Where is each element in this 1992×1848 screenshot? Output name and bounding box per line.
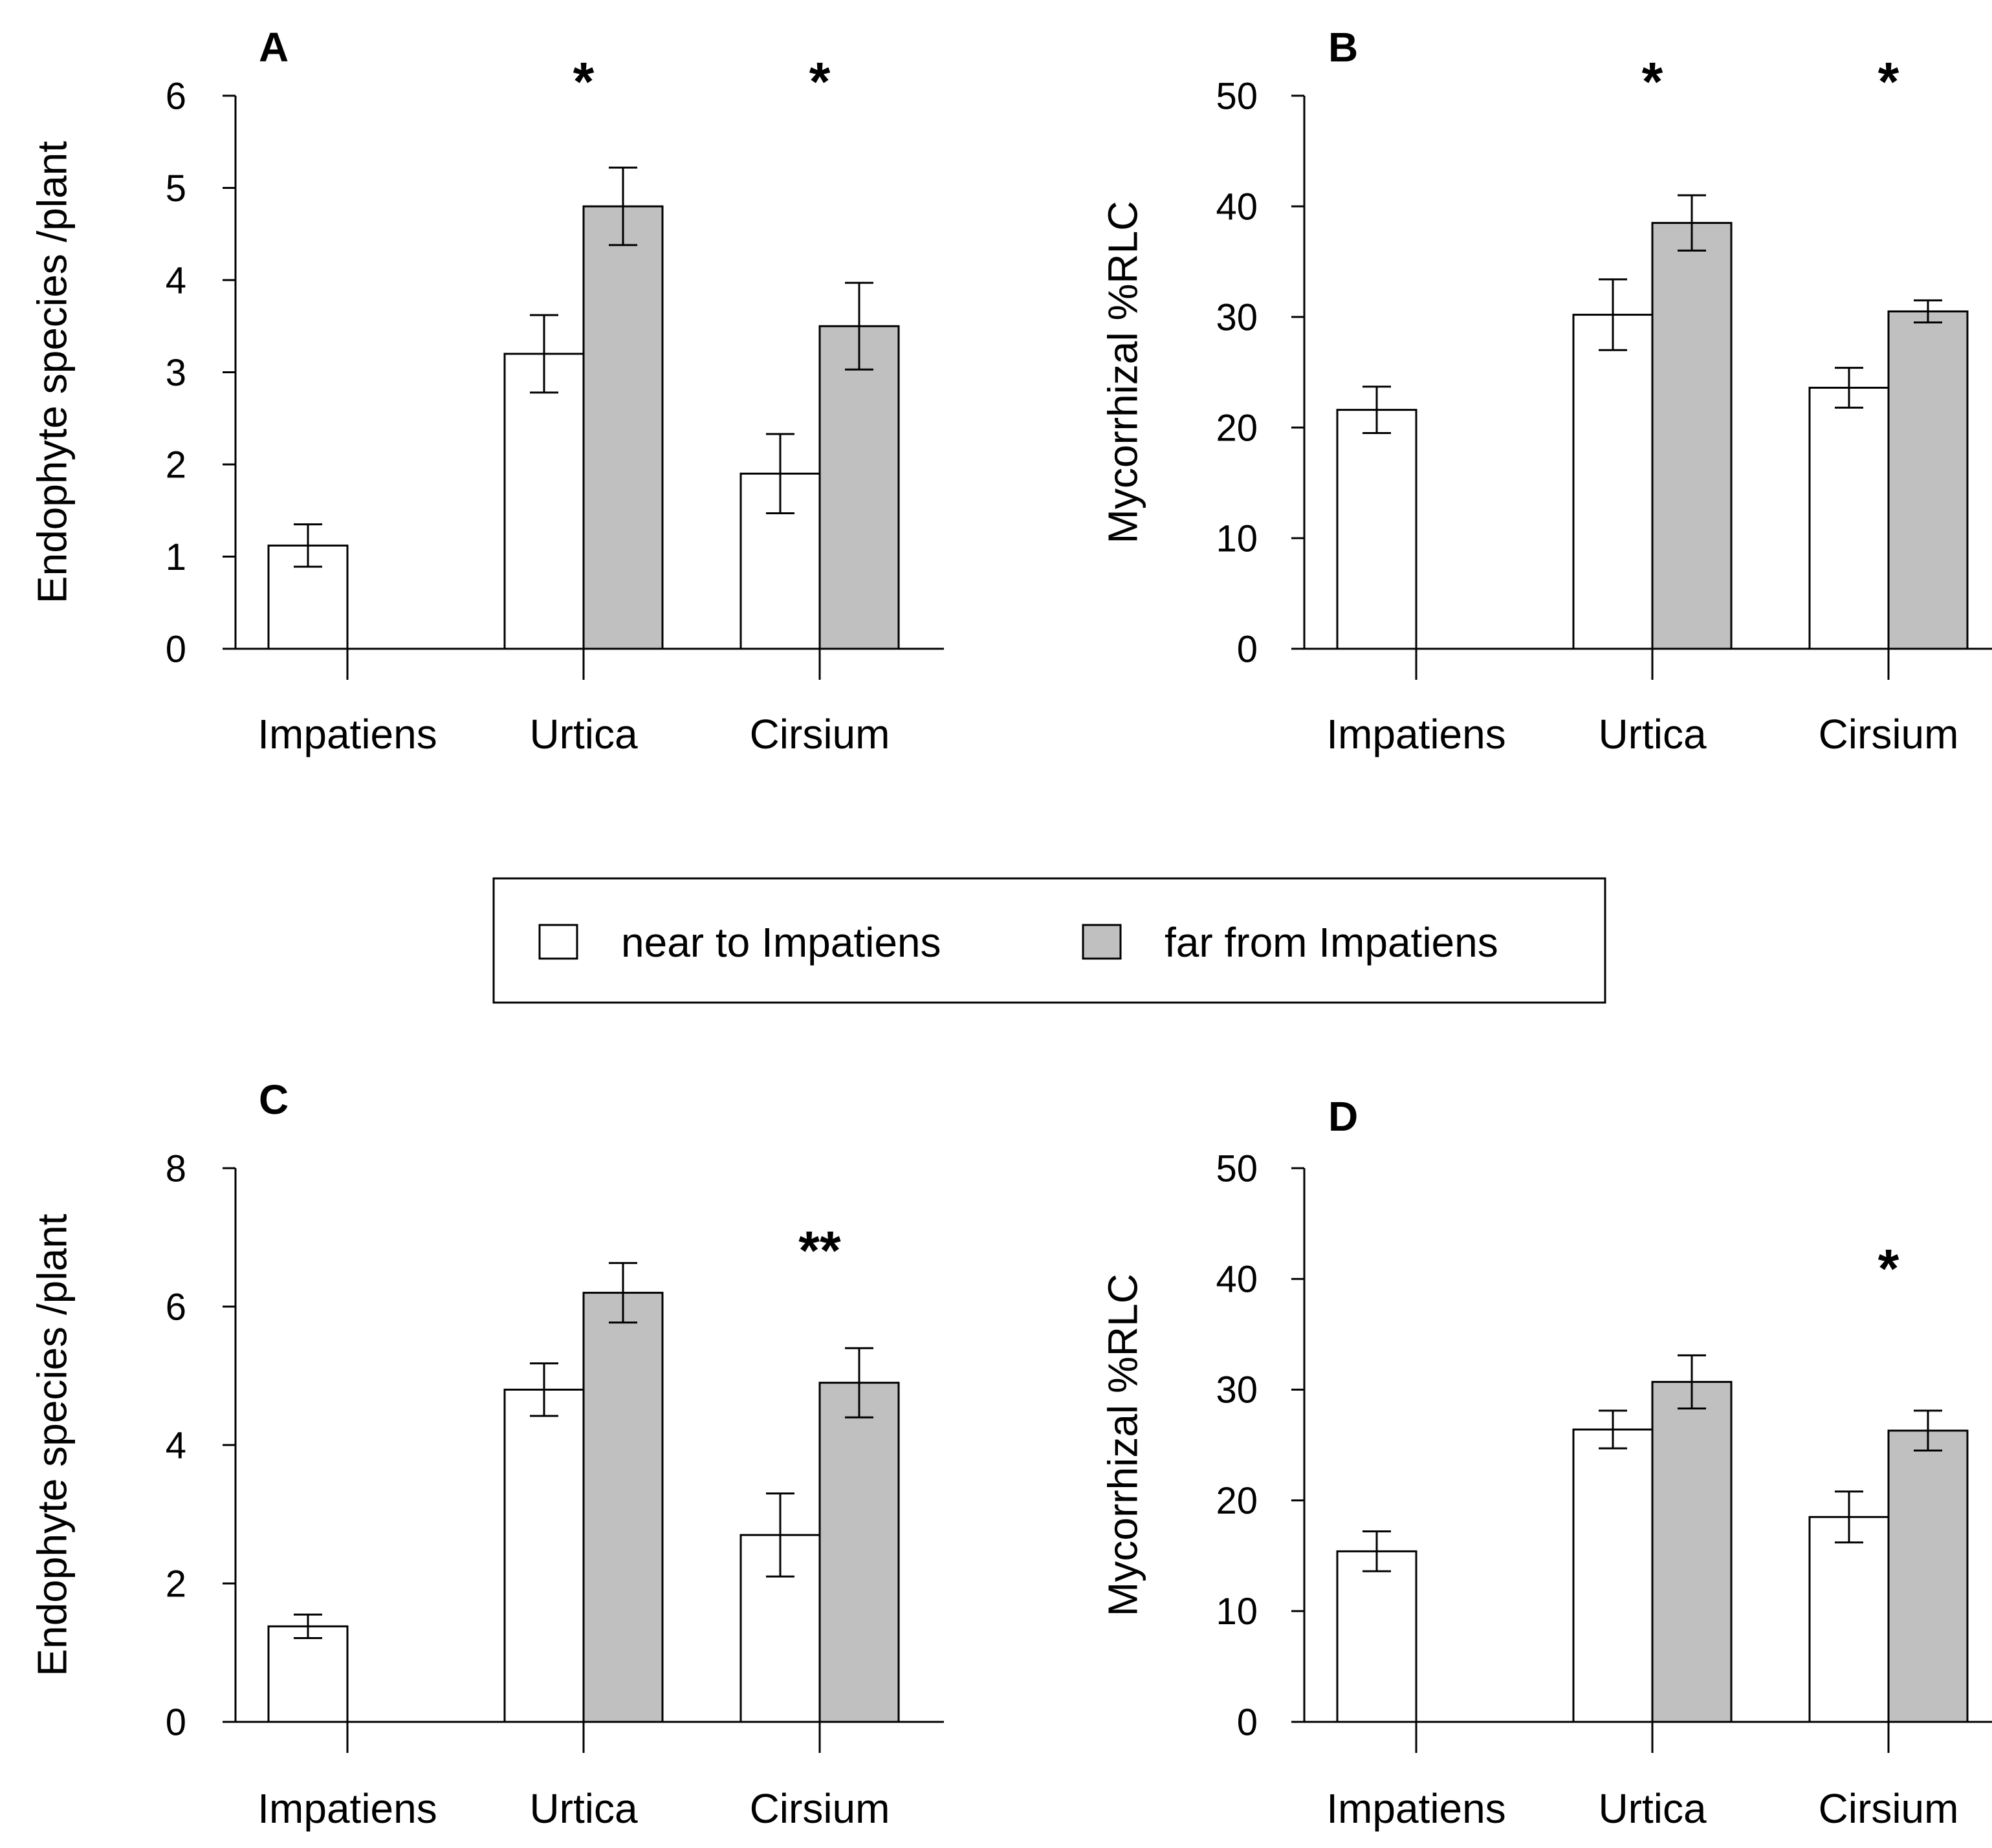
bar-far: [818, 325, 900, 650]
legend-frame: [492, 877, 1606, 1004]
panel-d: D Mycorrhizal %RLC 0 10 20 30 40 50 Impatiens Urt…: [1099, 1093, 1992, 1832]
y-tick-label: 4: [166, 1424, 186, 1466]
significance-mark: *: [1878, 51, 1899, 112]
legend: near to Impatiens far from Impatiens: [492, 877, 1606, 1004]
y-tick-label: 30: [1216, 296, 1258, 338]
panel-a: A Endophyte species /plant 0 1 2 3 4 5 6 Impatien…: [28, 24, 944, 757]
panel-c: C Endophyte species /plant 0 2 4 6 8 Impatiens U…: [28, 1076, 944, 1832]
y-tick-label: 5: [166, 168, 186, 210]
bar-near: [267, 1625, 349, 1723]
panel-letter: C: [259, 1076, 289, 1123]
y-tick-label: 0: [166, 1701, 186, 1743]
category-label: Impatiens: [1326, 1785, 1505, 1832]
bar-near: [1808, 386, 1890, 650]
category-label: Urtica: [529, 1785, 638, 1832]
y-tick-label: 1: [166, 536, 186, 578]
bar-far: [818, 1382, 900, 1723]
significance-mark: **: [798, 1220, 841, 1281]
y-tick-label: 0: [166, 628, 186, 670]
category-label: Impatiens: [1326, 711, 1505, 757]
y-tick-label: 20: [1216, 1480, 1258, 1522]
y-tick-label: 3: [166, 352, 186, 394]
bar-far: [1651, 1380, 1733, 1723]
significance-mark: *: [573, 51, 595, 112]
y-tick-label: 2: [166, 1563, 186, 1605]
y-tick-label: 0: [1237, 1701, 1258, 1743]
y-tick-label: 20: [1216, 407, 1258, 449]
category-label: Impatiens: [257, 711, 437, 757]
y-tick-label: 8: [166, 1147, 186, 1190]
category-label: Cirsium: [750, 1785, 890, 1832]
bar-near: [503, 353, 585, 650]
category-label: Urtica: [1598, 1785, 1707, 1832]
legend-swatch-near: [538, 924, 578, 960]
bar-near: [1808, 1516, 1890, 1723]
y-tick-label: 10: [1216, 1591, 1258, 1633]
y-axis-label: Endophyte species /plant: [28, 141, 75, 603]
significance-mark: *: [1878, 1238, 1899, 1299]
panel-letter: D: [1328, 1093, 1358, 1140]
y-axis-label: Endophyte species /plant: [28, 1213, 75, 1676]
y-tick-label: 40: [1216, 186, 1258, 228]
bar-far: [1651, 222, 1733, 650]
bar-far: [582, 205, 664, 650]
y-tick-label: 50: [1216, 1147, 1258, 1190]
panel-b: B Mycorrhizal %RLC 0 10 20 30 40 50 Impatiens Urt…: [1099, 24, 1992, 757]
panel-letter: A: [259, 24, 289, 71]
y-tick-label: 6: [166, 75, 186, 117]
y-tick-label: 4: [166, 259, 186, 301]
y-axis-label: Mycorrhizal %RLC: [1099, 1274, 1146, 1616]
bar-far: [1887, 1429, 1969, 1723]
significance-mark: *: [809, 51, 831, 112]
panel-letter: B: [1328, 24, 1358, 71]
legend-swatch-far: [1082, 924, 1122, 960]
bar-far: [1887, 310, 1969, 650]
significance-mark: *: [1642, 51, 1663, 112]
bar-near: [1572, 314, 1654, 650]
legend-label-near: near to Impatiens: [621, 919, 941, 966]
y-tick-label: 10: [1216, 517, 1258, 560]
bar-near: [1572, 1428, 1654, 1723]
category-label: Impatiens: [257, 1785, 437, 1832]
y-tick-label: 30: [1216, 1369, 1258, 1411]
bar-near: [1336, 1550, 1417, 1723]
legend-label-far: far from Impatiens: [1165, 919, 1498, 966]
y-tick-label: 2: [166, 444, 186, 486]
bar-near: [1336, 409, 1417, 650]
y-tick-label: 0: [1237, 628, 1258, 670]
bar-near: [503, 1388, 585, 1723]
category-label: Urtica: [1598, 711, 1707, 757]
category-label: Urtica: [529, 711, 638, 757]
y-tick-label: 50: [1216, 75, 1258, 117]
y-tick-label: 40: [1216, 1259, 1258, 1301]
y-axis-label: Mycorrhizal %RLC: [1099, 201, 1146, 544]
bar-far: [582, 1292, 664, 1723]
category-label: Cirsium: [750, 711, 890, 757]
y-tick-label: 6: [166, 1286, 186, 1328]
category-label: Cirsium: [1819, 711, 1959, 757]
category-label: Cirsium: [1819, 1785, 1959, 1832]
